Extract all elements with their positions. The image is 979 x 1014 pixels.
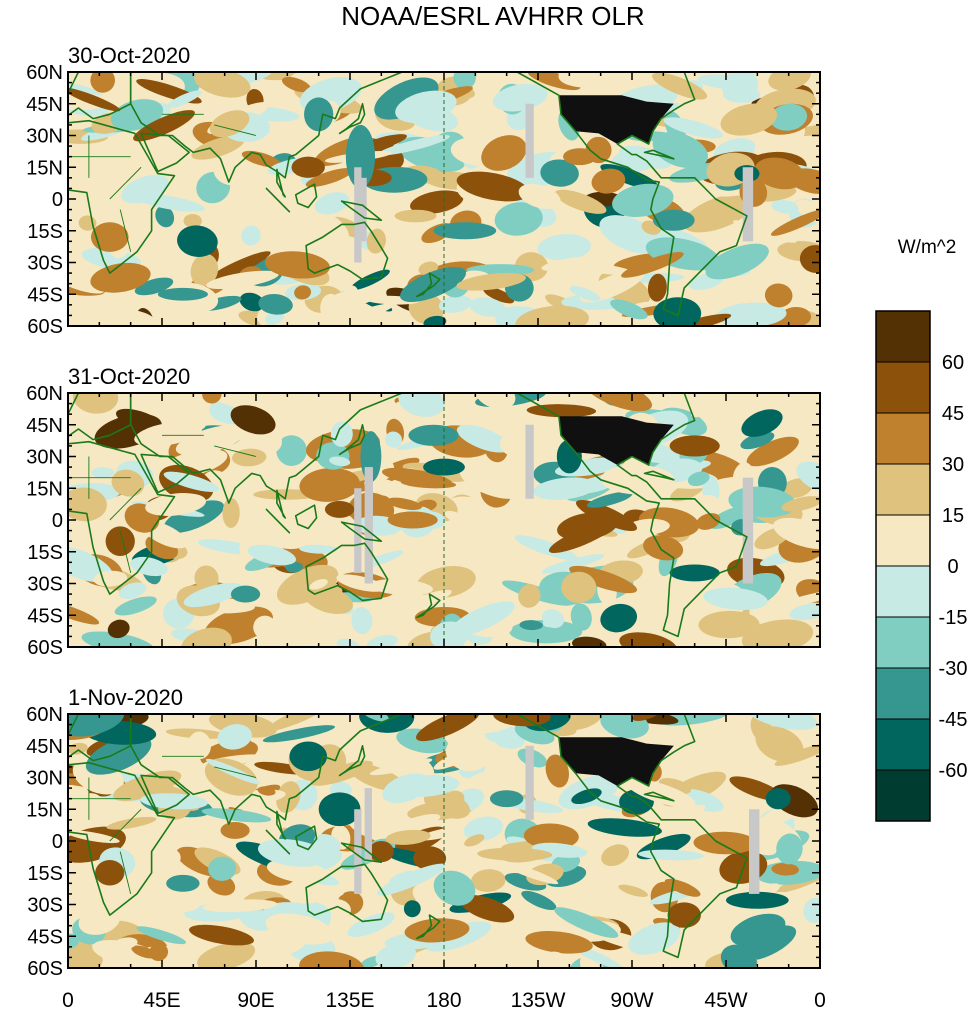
lon-label: 135E: [325, 989, 374, 1012]
colorbar-label: -60: [939, 760, 968, 782]
colorbar-label: 30: [942, 454, 964, 476]
lon-label: 135W: [511, 989, 566, 1012]
colorbar-swatch: [875, 310, 931, 363]
lat-label: 15N: [26, 157, 63, 179]
lat-label: 45S: [27, 605, 63, 627]
lat-label: 0: [52, 510, 63, 532]
lat-label: 45N: [26, 94, 63, 116]
lat-label: 30N: [26, 126, 63, 148]
lat-label: 60S: [27, 637, 63, 659]
lat-label: 45S: [27, 284, 63, 306]
map-panel-1-nov: 60N 45N 30N 15N 0 15S 30S 45S 60S: [26, 704, 821, 980]
lat-label: 30S: [27, 253, 63, 275]
colorbar-swatch: [875, 463, 931, 516]
lon-label: 45E: [143, 989, 180, 1012]
lat-label: 15S: [27, 542, 63, 564]
lat-label: 60N: [26, 704, 63, 726]
panel-date-0: 30-Oct-2020: [68, 43, 190, 68]
colorbar-label: -45: [939, 709, 968, 731]
lat-label: 15S: [27, 221, 63, 243]
figure-title: NOAA/ESRL AVHRR OLR: [341, 1, 644, 31]
lon-label: 90W: [610, 989, 653, 1012]
panel-date-1: 31-Oct-2020: [68, 364, 190, 389]
lon-label: 90E: [237, 989, 274, 1012]
lat-label: 15S: [27, 863, 63, 885]
lat-label: 0: [52, 831, 63, 853]
colorbar-swatch: [875, 616, 931, 669]
lat-label: 45N: [26, 415, 63, 437]
lat-label: 30S: [27, 574, 63, 596]
colorbar-label: 0: [947, 556, 958, 578]
map-panel-31-oct: 60N 45N 30N 15N 0 15S 30S 45S 60S: [26, 383, 821, 659]
units-label: W/m^2: [898, 237, 957, 258]
lat-label: 45S: [27, 926, 63, 948]
colorbar-swatch: [875, 361, 931, 414]
colorbar-swatch: [875, 769, 931, 822]
colorbar-label: 45: [942, 403, 964, 425]
colorbar-swatch: [875, 412, 931, 465]
lat-label: 60N: [26, 383, 63, 405]
lat-label: 15N: [26, 478, 63, 500]
lat-label: 60S: [27, 316, 63, 338]
lat-label: 30N: [26, 447, 63, 469]
colorbar-swatch: [875, 718, 931, 771]
lat-label: 0: [52, 189, 63, 211]
colorbar-swatch: [875, 565, 931, 618]
panel-date-2: 1-Nov-2020: [68, 685, 183, 710]
lat-label: 30N: [26, 768, 63, 790]
lat-label: 60N: [26, 62, 63, 84]
lon-label: 180: [426, 989, 461, 1012]
lon-label: 0: [814, 989, 826, 1012]
lon-label: 0: [62, 989, 74, 1012]
lat-label: 30S: [27, 895, 63, 917]
colorbar-label: -30: [939, 658, 968, 680]
colorbar-swatch: [875, 514, 931, 567]
map-panel-30-oct: 60N 45N 30N 15N 0 15S 30S 45S 60S: [26, 62, 821, 338]
colorbar-label: -15: [939, 607, 968, 629]
lat-label: 15N: [26, 799, 63, 821]
colorbar-label: 15: [942, 505, 964, 527]
colorbar: 60 45 30 15 0 -15 -30 -45 -60: [875, 310, 968, 822]
lat-label: 60S: [27, 958, 63, 980]
colorbar-swatch: [875, 667, 931, 720]
colorbar-label: 60: [942, 352, 964, 374]
lon-label: 45W: [704, 989, 747, 1012]
longitude-axis: 0 45E 90E 135E 180 135W 90W 45W 0: [62, 989, 826, 1012]
lat-label: 45N: [26, 736, 63, 758]
